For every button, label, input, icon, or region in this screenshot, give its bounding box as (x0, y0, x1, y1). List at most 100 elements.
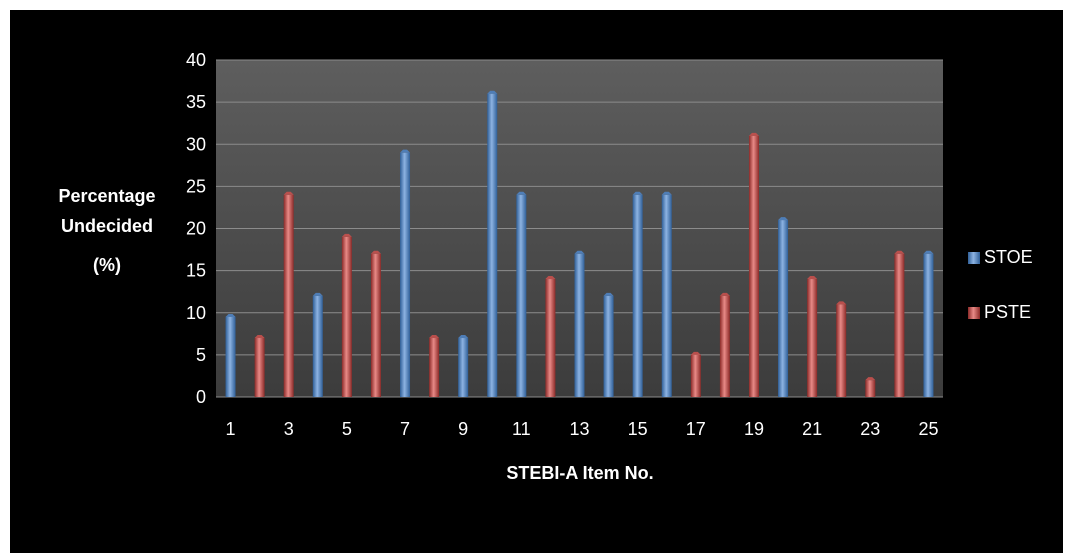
bar-pste-item-12 (545, 276, 556, 397)
bar-stoe-item-9 (458, 335, 469, 397)
y-tick-labels: 0 5 10 15 20 25 30 35 40 (186, 50, 206, 407)
bar-body (574, 253, 585, 397)
bar-stoe-item-20 (778, 217, 789, 397)
x-tick-label: 15 (628, 419, 648, 439)
bar-cap (545, 276, 556, 280)
y-axis-title-line-1: Percentage (58, 186, 155, 206)
bar-body (370, 253, 381, 397)
x-tick-label: 21 (802, 419, 822, 439)
chart-frame: 0 5 10 15 20 25 30 35 40 1 3 5 7 9 11 13 15 17 19 21 23 25 P… (10, 10, 1063, 553)
bar-body (865, 380, 876, 397)
bars (225, 90, 934, 397)
bar-pste-item-3 (283, 191, 294, 397)
x-tick-label: 1 (226, 419, 236, 439)
bar-body (283, 194, 294, 397)
y-tick-label: 15 (186, 261, 206, 281)
bar-cap (225, 313, 236, 317)
bar-cap (400, 149, 411, 153)
bar-body (661, 194, 672, 397)
x-tick-label: 13 (569, 419, 589, 439)
bar-body (807, 279, 818, 397)
x-tick-labels: 1 3 5 7 9 11 13 15 17 19 21 23 25 (226, 419, 939, 439)
x-tick-label: 11 (512, 419, 531, 439)
legend-label: STOE (984, 247, 1033, 267)
bar-pste-item-21 (807, 276, 818, 397)
bar-stoe-item-14 (603, 292, 614, 397)
bar-pste-item-24 (894, 250, 905, 397)
bar-body (690, 354, 701, 397)
bar-stoe-item-16 (661, 191, 672, 397)
y-axis-title: Percentage Undecided (%) (58, 186, 155, 275)
bar-body (603, 295, 614, 397)
y-tick-label: 20 (186, 219, 206, 239)
y-tick-label: 10 (186, 303, 206, 323)
bar-cap (254, 335, 265, 339)
bar-pste-item-19 (748, 132, 759, 397)
legend-item-pste: PSTE (968, 302, 1031, 322)
y-axis-title-line-3: (%) (93, 255, 121, 275)
bar-body (545, 279, 556, 397)
bar-cap (603, 292, 614, 296)
bar-cap (778, 217, 789, 221)
bar-cap (458, 335, 469, 339)
y-tick-label: 30 (186, 134, 206, 154)
bar-stoe-item-25 (923, 250, 934, 397)
bar-body (836, 304, 847, 397)
bar-stoe-item-7 (400, 149, 411, 397)
bar-body (341, 236, 352, 397)
bar-cap (836, 301, 847, 305)
bar-pste-item-22 (836, 301, 847, 397)
bar-body (632, 194, 643, 397)
bar-stoe-item-1 (225, 313, 236, 397)
bar-pste-item-8 (429, 335, 440, 397)
bar-cap (487, 90, 498, 94)
bar-body (225, 316, 236, 397)
bar-body (254, 338, 265, 397)
bar-body (312, 295, 323, 397)
bar-cap (807, 276, 818, 280)
bar-cap (894, 250, 905, 254)
bar-cap (661, 191, 672, 195)
x-tick-label: 17 (686, 419, 706, 439)
bar-pste-item-5 (341, 233, 352, 397)
bar-stoe-item-13 (574, 250, 585, 397)
bar-body (487, 93, 498, 397)
bar-body (923, 253, 934, 397)
bar-body (516, 194, 527, 397)
bar-stoe-item-10 (487, 90, 498, 397)
bar-stoe-item-4 (312, 292, 323, 397)
legend-swatch (968, 307, 980, 319)
bar-cap (923, 250, 934, 254)
x-tick-label: 5 (342, 419, 352, 439)
bar-stoe-item-11 (516, 191, 527, 397)
bar-pste-item-6 (370, 250, 381, 397)
legend-label: PSTE (984, 302, 1031, 322)
bar-cap (516, 191, 527, 195)
legend-item-stoe: STOE (968, 247, 1033, 267)
y-tick-label: 0 (196, 387, 206, 407)
x-tick-label: 3 (284, 419, 294, 439)
bar-cap (341, 233, 352, 237)
x-axis-title: STEBI-A Item No. (506, 463, 653, 483)
y-tick-label: 25 (186, 176, 206, 196)
bar-pste-item-17 (690, 351, 701, 397)
bar-cap (429, 335, 440, 339)
x-tick-label: 23 (860, 419, 880, 439)
bar-cap (312, 292, 323, 296)
bar-body (894, 253, 905, 397)
legend: STOE PSTE (968, 247, 1033, 322)
x-tick-label: 9 (458, 419, 468, 439)
bar-body (719, 295, 730, 397)
bar-body (400, 152, 411, 397)
bar-pste-item-2 (254, 335, 265, 397)
bar-cap (370, 250, 381, 254)
legend-swatch (968, 252, 980, 264)
x-tick-label: 7 (400, 419, 410, 439)
bar-cap (748, 132, 759, 136)
bar-body (458, 338, 469, 397)
bar-cap (865, 377, 876, 381)
bar-pste-item-23 (865, 377, 876, 397)
y-axis-title-line-2: Undecided (61, 216, 153, 236)
bar-stoe-item-15 (632, 191, 643, 397)
y-tick-label: 35 (186, 92, 206, 112)
